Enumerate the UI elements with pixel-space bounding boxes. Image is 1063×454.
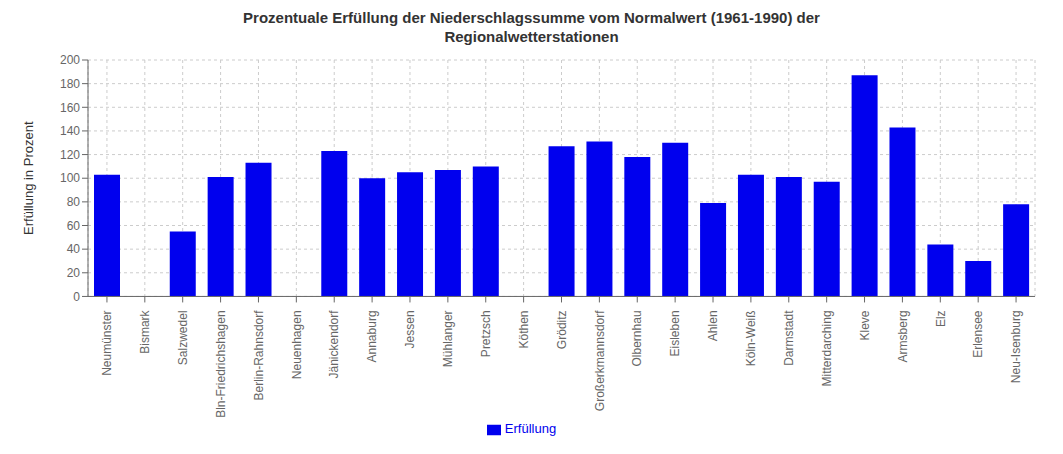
svg-text:Mitterdarching: Mitterdarching — [820, 310, 834, 386]
svg-text:180: 180 — [60, 77, 80, 91]
svg-text:120: 120 — [60, 148, 80, 162]
svg-text:Jänickendorf: Jänickendorf — [327, 310, 341, 379]
html-text:Regionalwetterstationen: Regionalwetterstationen — [444, 28, 619, 45]
svg-text:Eisleben: Eisleben — [668, 310, 682, 356]
svg-text:Darmstadt: Darmstadt — [782, 310, 796, 366]
svg-text:Neu-Isenburg: Neu-Isenburg — [1009, 310, 1023, 383]
html-text:Prozentuale Erfüllung der Nied: Prozentuale Erfüllung der Niederschlagss… — [243, 9, 820, 26]
svg-text:Pretzsch: Pretzsch — [479, 310, 493, 357]
svg-text:0: 0 — [73, 290, 80, 304]
svg-text:80: 80 — [67, 195, 81, 209]
svg-text:Berlin-Rahnsdorf: Berlin-Rahnsdorf — [252, 310, 266, 401]
svg-text:160: 160 — [60, 101, 80, 115]
svg-text:140: 140 — [60, 124, 80, 138]
svg-text:Erfüllung in Prozent: Erfüllung in Prozent — [21, 121, 36, 235]
svg-text:Neumünster: Neumünster — [100, 310, 114, 375]
svg-text:100: 100 — [60, 171, 80, 185]
svg-text:20: 20 — [67, 266, 81, 280]
svg-text:60: 60 — [67, 219, 81, 233]
html-text:Erfüllung: Erfüllung — [504, 421, 557, 437]
svg-text:Großerkmannsdorf: Großerkmannsdorf — [593, 310, 607, 411]
svg-text:200: 200 — [60, 53, 80, 67]
svg-text:Köthen: Köthen — [517, 310, 531, 348]
svg-text:Elz: Elz — [934, 310, 948, 327]
svg-text:Mühlanger: Mühlanger — [441, 310, 455, 367]
svg-text:Erlensee: Erlensee — [971, 310, 985, 358]
svg-text:Salzwedel: Salzwedel — [176, 310, 190, 365]
svg-text:40: 40 — [67, 242, 81, 256]
svg-text:Olbernhau: Olbernhau — [630, 310, 644, 366]
svg-text:Köln-Weiß: Köln-Weiß — [744, 310, 758, 366]
svg-text:Ahlen: Ahlen — [706, 310, 720, 341]
svg-text:Annaburg: Annaburg — [365, 310, 379, 362]
svg-text:Gröditz: Gröditz — [555, 310, 569, 349]
svg-text:Neuenhagen: Neuenhagen — [290, 310, 304, 379]
svg-text:Bismark: Bismark — [138, 309, 152, 353]
svg-text:Armsberg: Armsberg — [896, 310, 910, 362]
svg-text:Bln-Friedrichshagen: Bln-Friedrichshagen — [214, 310, 228, 417]
svg-text:Kleve: Kleve — [858, 310, 872, 340]
svg-text:Jessen: Jessen — [403, 310, 417, 348]
